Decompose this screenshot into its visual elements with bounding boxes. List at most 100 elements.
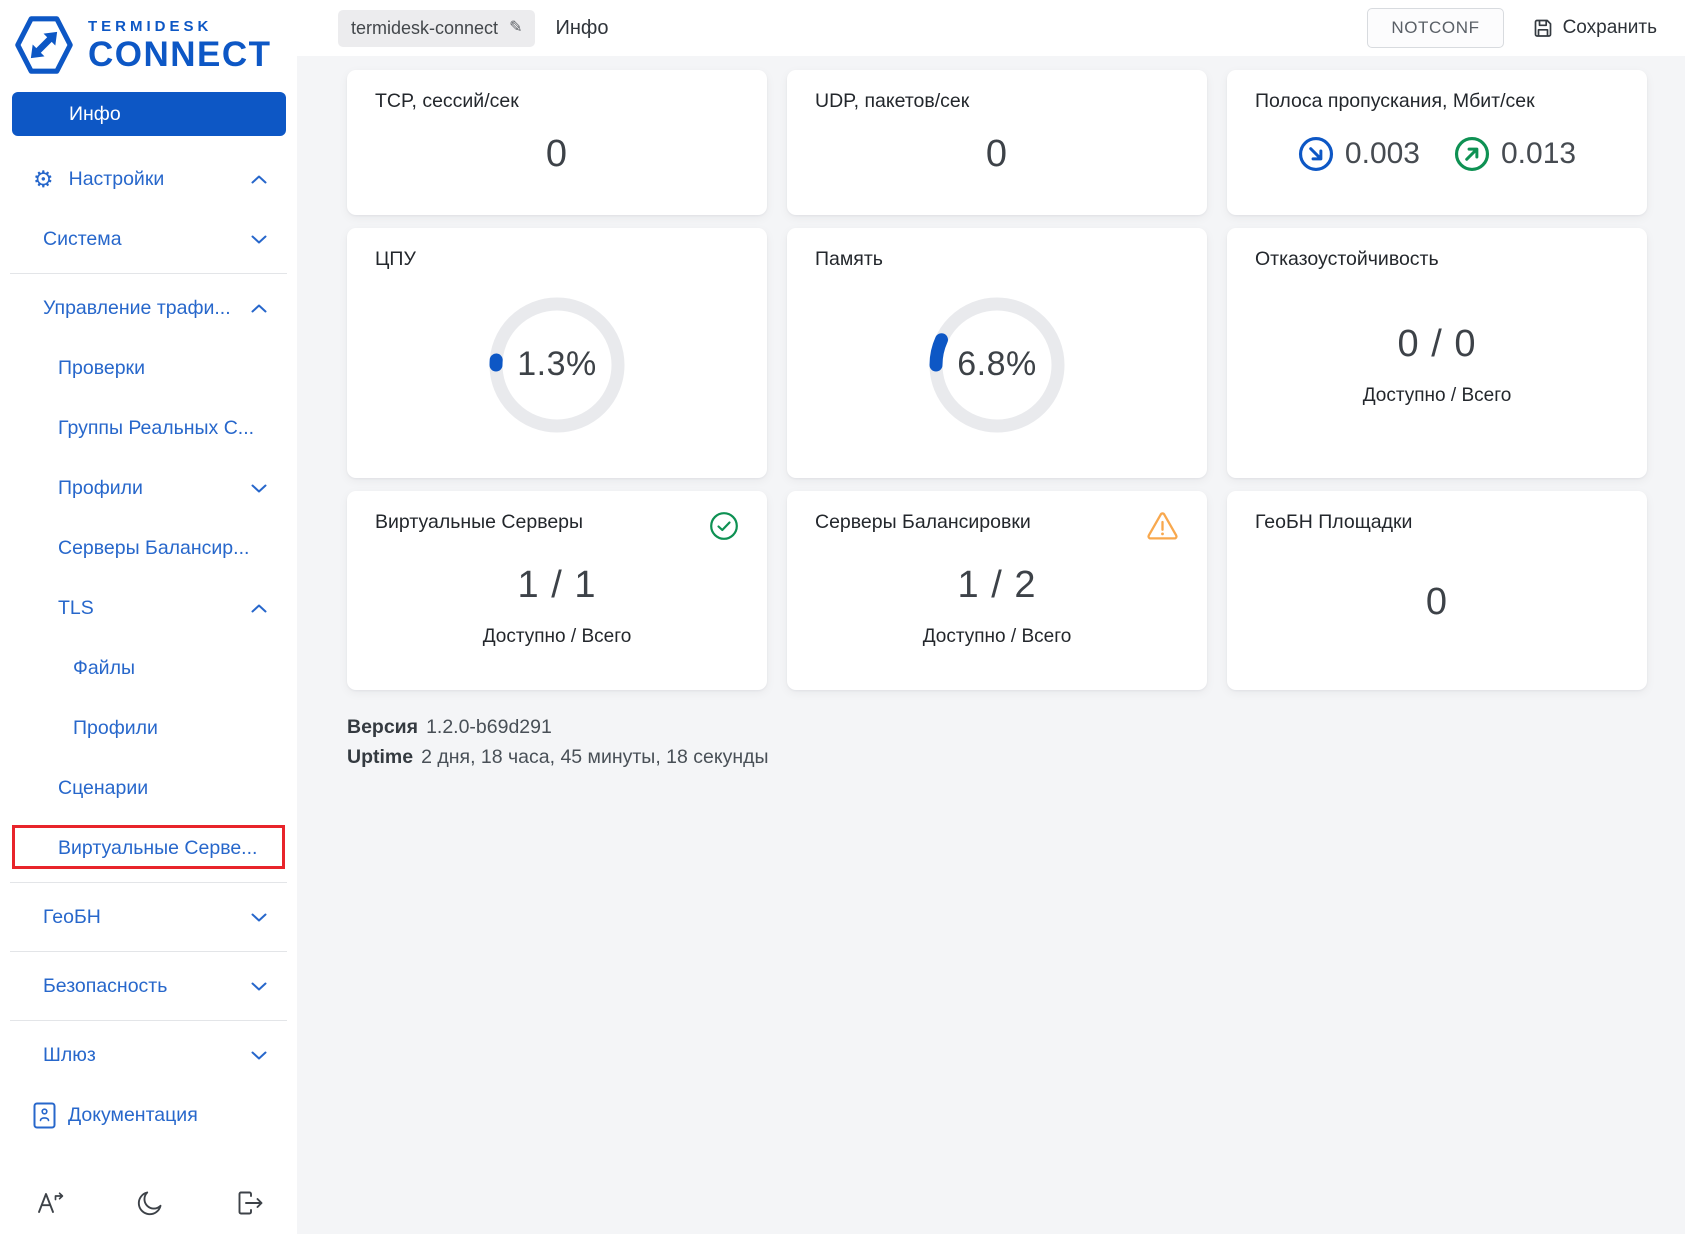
version-label: Версия xyxy=(347,716,419,738)
sidebar-divider xyxy=(10,1020,287,1021)
sidebar-item-settings[interactable]: ⚙ Настройки xyxy=(0,149,297,209)
brand-logo: TERMIDESK CONNECT xyxy=(0,0,297,83)
brand-wordmark: TERMIDESK CONNECT xyxy=(88,19,272,72)
documentation-book-icon xyxy=(33,1102,56,1128)
save-button[interactable]: Сохранить xyxy=(1532,17,1657,39)
sidebar-item-label: Профили xyxy=(73,716,158,739)
sidebar-item-virtual-servers[interactable]: Виртуальные Серве... xyxy=(0,818,297,878)
tcp-sessions-value: 0 xyxy=(545,132,569,175)
sidebar-item-checks[interactable]: Проверки xyxy=(0,338,297,398)
chevron-down-icon xyxy=(251,484,267,492)
bandwidth-incoming: 0.003 xyxy=(1298,136,1420,172)
balancer-servers-value: 1 / 2 xyxy=(957,563,1037,606)
card-virtual-servers: Виртуальные Серверы 1 / 1 Доступно / Все… xyxy=(347,491,767,690)
sidebar-item-system[interactable]: Система xyxy=(0,209,297,269)
page-title: Инфо xyxy=(555,16,609,39)
chevron-down-icon xyxy=(251,1051,267,1059)
sidebar-divider xyxy=(10,273,287,274)
sidebar-item-label: Шлюз xyxy=(43,1043,96,1066)
save-floppy-icon xyxy=(1534,19,1551,37)
gear-icon: ⚙ xyxy=(33,165,54,192)
chevron-down-icon xyxy=(251,235,267,243)
status-warning-triangle-icon xyxy=(1147,512,1178,540)
card-balancer-servers: Серверы Балансировки 1 / 2 Доступно / Вс… xyxy=(787,491,1207,690)
chevron-down-icon xyxy=(251,982,267,990)
virtual-servers-value: 1 / 1 xyxy=(517,563,597,606)
sidebar-item-traffic-management[interactable]: Управление трафи... xyxy=(0,278,297,338)
card-title: Полоса пропускания, Мбит/сек xyxy=(1255,90,1535,112)
sidebar-item-geobn[interactable]: ГеоБН xyxy=(0,887,297,947)
brand-hexagon-logo-icon xyxy=(15,16,73,74)
card-memory: Память 6.8% xyxy=(787,228,1207,478)
sidebar-item-label: Серверы Балансир... xyxy=(58,536,250,559)
sidebar-item-label: Файлы xyxy=(73,656,135,679)
language-toggle-button[interactable] xyxy=(34,1187,66,1218)
sidebar-item-info[interactable]: Инфо xyxy=(12,92,286,136)
version-value: 1.2.0-b69d291 xyxy=(426,716,552,738)
language-icon xyxy=(38,1192,64,1213)
sidebar-nav: Инфо ⚙ Настройки Система Управление траф… xyxy=(0,83,297,1187)
sidebar-item-label: Управление трафи... xyxy=(43,296,231,319)
sidebar-item-tls-profiles[interactable]: Профили xyxy=(0,698,297,758)
card-tcp-sessions: TCP, сессий/сек 0 xyxy=(347,70,767,215)
card-cpu: ЦПУ 1.3% xyxy=(347,228,767,478)
brand-name-top: TERMIDESK xyxy=(88,17,213,35)
card-title: Память xyxy=(815,248,883,270)
sidebar-item-label: Виртуальные Серве... xyxy=(58,836,258,859)
uptime-value: 2 дня, 18 часа, 45 минуты, 18 секунды xyxy=(421,746,769,768)
card-title: UDP, пакетов/сек xyxy=(815,90,970,112)
udp-packets-value: 0 xyxy=(985,132,1009,175)
cpu-gauge-arc xyxy=(489,297,625,432)
logout-button[interactable] xyxy=(234,1188,265,1218)
topbar: termidesk-connect ✎ Инфо NOTCONF Сохрани… xyxy=(297,0,1685,56)
brand-name-bottom: CONNECT xyxy=(88,34,272,74)
uptime-line: Uptime 2 дня, 18 часа, 45 минуты, 18 сек… xyxy=(347,746,1647,769)
sidebar-item-label: TLS xyxy=(58,596,94,619)
virtual-servers-subtitle: Доступно / Всего xyxy=(482,625,632,647)
sidebar-item-tls[interactable]: TLS xyxy=(0,578,297,638)
card-udp-packets: UDP, пакетов/сек 0 xyxy=(787,70,1207,215)
bandwidth-outgoing: 0.013 xyxy=(1454,136,1576,172)
version-line: Версия 1.2.0-b69d291 xyxy=(347,716,1647,739)
chevron-up-icon xyxy=(251,175,267,183)
card-bandwidth: Полоса пропускания, Мбит/сек 0.003 xyxy=(1227,70,1647,215)
sidebar-item-real-server-groups[interactable]: Группы Реальных С... xyxy=(0,398,297,458)
sidebar-item-profiles[interactable]: Профили xyxy=(0,458,297,518)
card-title: TCP, сессий/сек xyxy=(375,90,519,112)
notconf-button[interactable]: NOTCONF xyxy=(1367,8,1504,48)
status-ok-check-circle-icon xyxy=(710,512,738,540)
hostname-chip[interactable]: termidesk-connect ✎ xyxy=(338,9,536,47)
topbar-actions: NOTCONF Сохранить xyxy=(1367,8,1657,48)
chevron-down-icon xyxy=(251,913,267,921)
sidebar-item-tls-files[interactable]: Файлы xyxy=(0,638,297,698)
save-label: Сохранить xyxy=(1562,17,1657,38)
sidebar-item-documentation[interactable]: Документация xyxy=(0,1085,297,1145)
logout-icon xyxy=(238,1191,263,1214)
memory-gauge-arc xyxy=(929,297,1065,432)
sidebar-item-label: ГеоБН xyxy=(43,905,101,928)
sidebar-item-label: Документация xyxy=(68,1103,198,1126)
cpu-gauge: 1.3% xyxy=(482,290,632,440)
cpu-percent-value: 1.3% xyxy=(517,345,597,383)
sidebar-item-label: Безопасность xyxy=(43,974,168,997)
uptime-label: Uptime xyxy=(347,746,414,768)
sidebar-item-security[interactable]: Безопасность xyxy=(0,956,297,1016)
edit-icon[interactable]: ✎ xyxy=(509,19,523,36)
sidebar-item-label: Настройки xyxy=(68,167,165,190)
arrow-down-right-circle-icon xyxy=(1298,136,1333,172)
bandwidth-outgoing-value: 0.013 xyxy=(1501,137,1577,170)
chevron-up-icon xyxy=(251,304,267,312)
sidebar-item-balancer-servers[interactable]: Серверы Балансир... xyxy=(0,518,297,578)
sidebar-item-scenarios[interactable]: Сценарии xyxy=(0,758,297,818)
memory-percent-value: 6.8% xyxy=(957,345,1037,383)
hostname-text: termidesk-connect xyxy=(351,17,499,38)
sidebar-item-gateway[interactable]: Шлюз xyxy=(0,1025,297,1085)
sidebar-item-label: Система xyxy=(43,227,122,250)
sidebar-item-label: Инфо xyxy=(69,102,121,125)
dark-mode-toggle-button[interactable] xyxy=(135,1188,165,1218)
card-title: ЦПУ xyxy=(375,248,416,270)
failover-subtitle: Доступно / Всего xyxy=(1362,384,1512,406)
card-title: Виртуальные Серверы xyxy=(375,511,584,533)
memory-gauge: 6.8% xyxy=(922,290,1072,440)
